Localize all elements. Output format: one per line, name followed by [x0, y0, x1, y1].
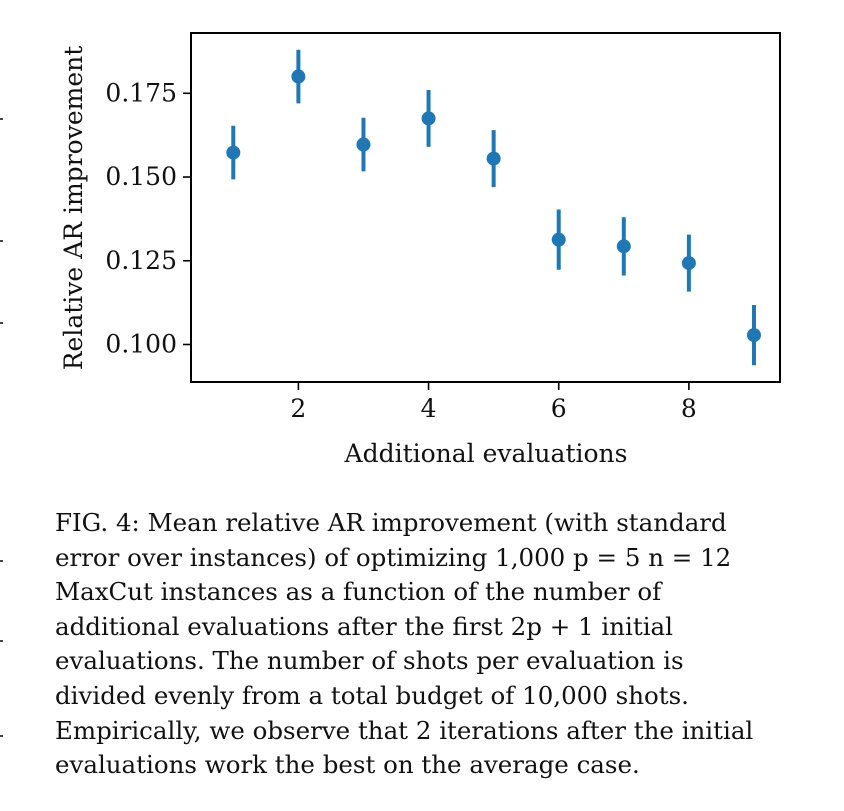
y-tick-label: 0.150 — [105, 162, 177, 191]
data-point — [421, 111, 436, 126]
data-point — [551, 232, 566, 247]
x-tick-label: 4 — [421, 394, 437, 423]
y-tick-label: 0.100 — [105, 329, 177, 358]
figure-caption: FIG. 4: Mean relative AR improvement (wi… — [55, 506, 800, 783]
plot-frame — [190, 32, 781, 383]
x-tick-label: 2 — [290, 394, 306, 423]
caption-line: divided evenly from a total budget of 10… — [55, 680, 689, 710]
data-point — [616, 239, 631, 254]
x-axis-label: Additional evaluations — [344, 439, 628, 468]
caption-line: Empirically, we observe that 2 iteration… — [55, 715, 754, 745]
error-bars — [231, 49, 756, 366]
data-point — [681, 256, 696, 271]
caption-line: evaluations. The number of shots per eva… — [55, 646, 684, 676]
y-tick-label: 0.175 — [105, 78, 177, 107]
adjacent-column-edge — [0, 0, 6, 811]
caption-line: FIG. 4: Mean relative AR improvement (wi… — [55, 508, 727, 537]
figure-4-chart: 2 4 6 8 0.100 0.125 0.150 0.175 Additional eva… — [59, 32, 781, 468]
x-axis: 2 4 6 8 — [290, 382, 697, 423]
caption-line: additional evaluations after the first 2… — [55, 611, 674, 641]
x-tick-label: 6 — [551, 394, 567, 423]
y-tick-label: 0.125 — [105, 246, 177, 275]
data-point — [746, 328, 761, 343]
data-point — [291, 69, 306, 84]
caption-line: MaxCut instances as a function of the nu… — [55, 577, 662, 607]
y-axis-label: Relative AR improvement — [59, 46, 88, 371]
data-point — [356, 137, 371, 152]
x-tick-label: 8 — [681, 394, 697, 423]
data-point — [226, 145, 241, 160]
data-point — [486, 151, 501, 166]
y-axis: 0.100 0.125 0.150 0.175 — [105, 78, 191, 358]
caption-line: evaluations work the best on the average… — [55, 750, 640, 780]
caption-line: error over instances) of optimizing 1,00… — [55, 542, 732, 572]
data-points — [226, 69, 761, 343]
